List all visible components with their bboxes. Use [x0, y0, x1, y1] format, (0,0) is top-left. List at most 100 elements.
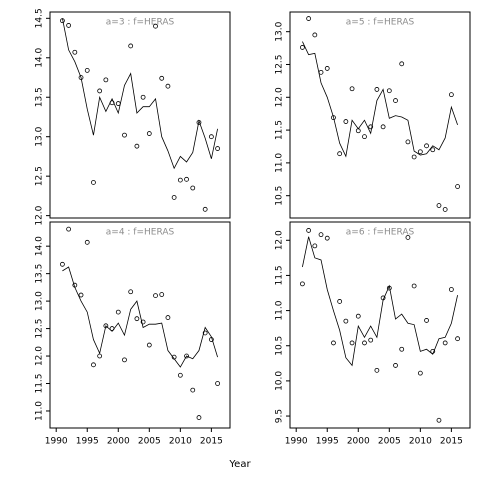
data-point — [134, 316, 140, 322]
data-point — [411, 154, 417, 160]
fitted-line — [302, 41, 458, 158]
data-point — [343, 119, 349, 124]
data-point — [140, 319, 146, 325]
x-tick-label: 2015 — [200, 437, 223, 447]
data-point — [424, 143, 429, 149]
data-point — [337, 151, 343, 157]
data-point — [91, 180, 96, 185]
data-point — [140, 94, 146, 100]
data-point — [184, 353, 189, 359]
y-tick-label: 12.5 — [35, 319, 45, 339]
data-point — [97, 353, 103, 359]
x-tick-label: 1990 — [285, 437, 308, 447]
data-point — [171, 195, 177, 200]
data-point — [393, 363, 398, 368]
data-point — [386, 88, 392, 94]
data-point — [115, 309, 121, 315]
data-point — [430, 147, 436, 153]
fitted-line — [62, 18, 218, 170]
panel-title: a=6 : f=HERAS — [346, 228, 415, 238]
fitted-line — [302, 236, 458, 367]
x-tick-label: 2015 — [440, 437, 463, 447]
data-point — [349, 340, 355, 346]
data-point — [355, 313, 361, 319]
data-point — [300, 45, 305, 50]
y-tick-label: 13.0 — [275, 21, 285, 41]
data-point — [368, 337, 374, 343]
y-tick-label: 11.5 — [275, 120, 285, 140]
data-point — [442, 340, 448, 346]
y-tick-label: 10.5 — [275, 336, 285, 356]
y-tick-label: 14.5 — [35, 8, 45, 28]
x-tick-label: 1995 — [316, 437, 339, 447]
y-tick-label: 12.0 — [275, 87, 285, 107]
data-point — [337, 299, 343, 304]
data-point — [362, 134, 367, 140]
data-point — [324, 235, 330, 241]
data-point — [411, 283, 417, 289]
y-tick-label: 10.0 — [275, 371, 285, 391]
x-tick-label: 1995 — [76, 437, 99, 447]
data-point — [84, 239, 90, 245]
data-point — [190, 185, 196, 191]
data-point — [436, 417, 442, 423]
data-point — [417, 149, 423, 155]
x-tick-label: 2005 — [378, 437, 401, 447]
data-point — [399, 61, 405, 67]
data-point — [306, 16, 312, 21]
data-point — [159, 292, 165, 297]
y-tick-label: 12.5 — [275, 54, 285, 74]
plot-frame — [289, 221, 471, 429]
x-axis-label: Year — [228, 459, 251, 470]
data-point — [202, 206, 208, 212]
data-point — [448, 287, 454, 292]
data-point — [66, 23, 72, 28]
y-tick-label: 13.5 — [35, 264, 45, 284]
y-tick-label: 12.0 — [35, 205, 45, 225]
x-tick-label: 2005 — [138, 437, 161, 447]
data-point — [159, 75, 165, 81]
x-tick-label: 2010 — [169, 437, 192, 447]
y-tick-label: 14.0 — [35, 47, 45, 67]
data-point — [417, 370, 423, 376]
y-tick-label: 11.5 — [35, 373, 45, 393]
y-tick-label: 13.5 — [35, 87, 45, 107]
plot-frame — [49, 221, 231, 429]
data-point — [146, 131, 152, 136]
y-tick-label: 11.0 — [275, 300, 285, 320]
y-tick-label: 14.0 — [35, 236, 45, 256]
data-point — [362, 340, 367, 346]
data-point — [72, 49, 78, 55]
data-point — [306, 228, 312, 233]
data-point — [343, 318, 349, 324]
data-point — [455, 336, 460, 342]
data-point — [196, 415, 202, 420]
data-point — [146, 342, 152, 348]
data-point — [448, 92, 454, 98]
data-point — [134, 143, 140, 149]
y-tick-label: 12.5 — [35, 166, 45, 186]
data-point — [103, 323, 109, 329]
panel-title: a=5 : f=HERAS — [346, 18, 415, 28]
y-tick-label: 10.5 — [275, 186, 285, 206]
panel-title: a=3 : f=HERAS — [106, 18, 175, 28]
x-tick-label: 2010 — [409, 437, 432, 447]
x-tick-label: 2000 — [347, 437, 370, 447]
data-point — [78, 292, 84, 298]
data-point — [374, 367, 380, 373]
data-point — [153, 293, 158, 299]
data-point — [190, 387, 196, 393]
data-point — [380, 124, 386, 130]
data-point — [405, 139, 411, 145]
data-point — [436, 203, 442, 208]
y-tick-label: 11.0 — [275, 153, 285, 173]
data-point — [165, 315, 171, 320]
x-tick-label: 1990 — [45, 437, 68, 447]
data-point — [393, 98, 398, 103]
panel-title: a=4 : f=HERAS — [106, 228, 175, 238]
plot-frame — [49, 11, 231, 219]
data-point — [424, 318, 429, 323]
data-point — [115, 101, 121, 106]
data-point — [122, 132, 127, 138]
fitted-line — [62, 266, 218, 368]
